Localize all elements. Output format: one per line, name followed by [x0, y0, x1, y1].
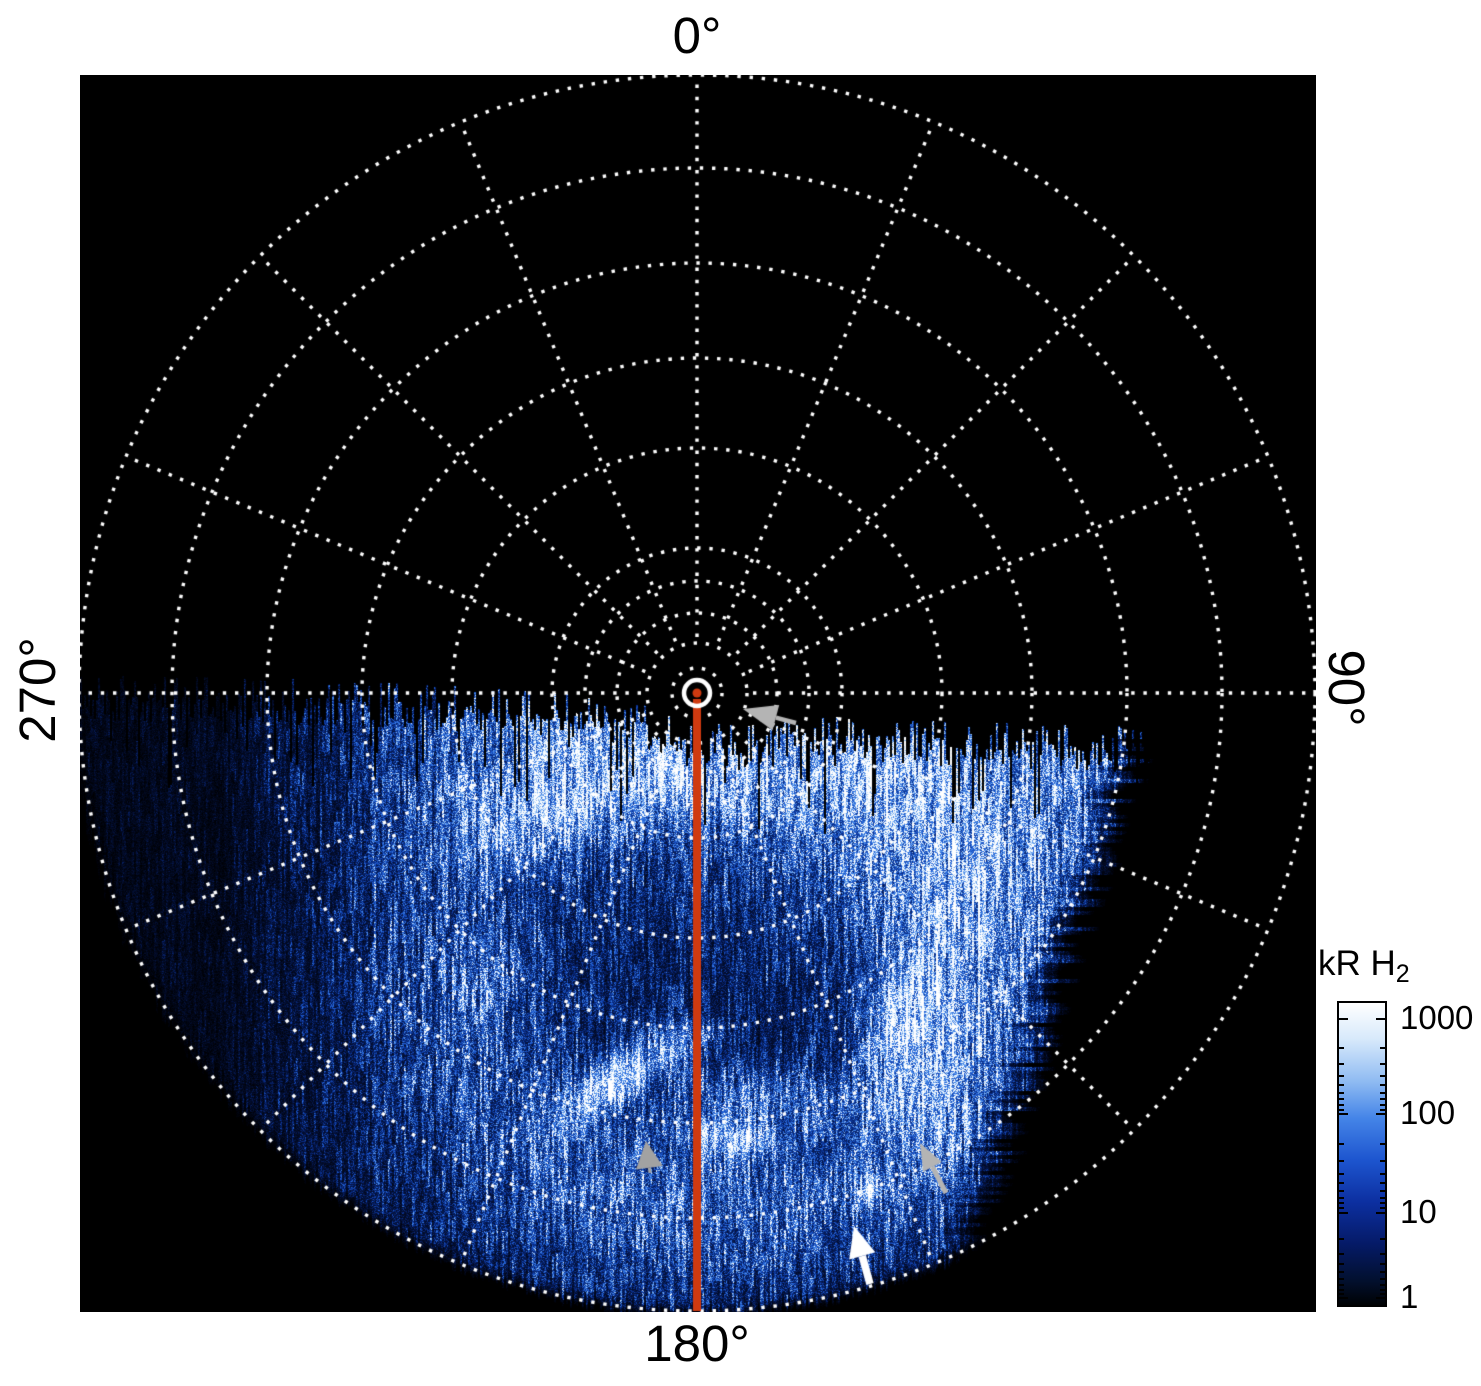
colorbar-tick-mark — [1380, 1278, 1385, 1281]
colorbar-tick-mark — [1339, 1108, 1344, 1111]
colorbar-tick-mark — [1380, 1190, 1385, 1193]
colorbar-tick-mark — [1339, 1160, 1344, 1163]
colorbar-tick-mark — [1339, 1196, 1344, 1199]
colorbar-tick-mark — [1339, 1190, 1344, 1193]
colorbar-tick-mark — [1380, 1283, 1385, 1286]
colorbar-tick-mark — [1380, 1098, 1385, 1101]
colorbar-tick-label: 1000 — [1400, 999, 1474, 1036]
colorbar-tick-mark — [1339, 1084, 1344, 1087]
colorbar-tick-mark — [1376, 1297, 1385, 1299]
colorbar-tick-mark — [1339, 1288, 1344, 1291]
colorbar-tick-mark — [1339, 1207, 1344, 1210]
colorbar-tick-mark — [1380, 1237, 1385, 1240]
colorbar-tick-mark — [1339, 1252, 1344, 1255]
colorbar-tick-mark — [1339, 1075, 1344, 1078]
colorbar-tick-mark — [1339, 1283, 1344, 1286]
angle-label-270: 270° — [9, 637, 66, 743]
colorbar-tick-mark — [1380, 1103, 1385, 1106]
colorbar-tick-mark — [1380, 1172, 1385, 1175]
plot-area — [80, 75, 1316, 1312]
colorbar-tick-mark — [1380, 1196, 1385, 1199]
colorbar-tick-mark — [1339, 1113, 1348, 1115]
colorbar-tick-mark — [1376, 1018, 1385, 1020]
colorbar-tick-mark — [1380, 1207, 1385, 1210]
angle-label-180: 180° — [644, 1315, 750, 1372]
colorbar-tick-mark — [1380, 1046, 1385, 1049]
polar-plot-canvas — [80, 75, 1316, 1312]
colorbar-tick-mark — [1376, 1113, 1385, 1115]
colorbar-tick-mark — [1380, 1252, 1385, 1255]
colorbar-panel: kR H2 1000 100 10 1 — [1316, 940, 1481, 1350]
colorbar-tick-mark — [1339, 1263, 1344, 1266]
colorbar-tick-mark — [1339, 1046, 1344, 1049]
angle-label-0: 0° — [672, 7, 722, 64]
colorbar-tick-mark — [1339, 1271, 1344, 1274]
colorbar-tick-label: 1 — [1400, 1278, 1419, 1315]
colorbar-tick-mark — [1380, 1063, 1385, 1066]
angle-label-90: 90° — [1318, 649, 1375, 727]
colorbar-tick-mark — [1339, 1293, 1344, 1296]
colorbar-tick-mark — [1339, 1278, 1344, 1281]
colorbar-title-subscript: 2 — [1395, 960, 1410, 988]
colorbar-tick-mark — [1339, 1297, 1348, 1299]
colorbar-tick-mark — [1380, 1084, 1385, 1087]
colorbar-tick-mark — [1339, 1237, 1344, 1240]
colorbar-tick-mark — [1339, 1182, 1344, 1185]
colorbar-tick-mark — [1339, 1063, 1344, 1066]
colorbar-tick-mark — [1339, 1091, 1344, 1094]
colorbar-title-main: kR H — [1318, 944, 1396, 983]
colorbar-tick-mark — [1380, 1142, 1385, 1145]
colorbar-tick-mark — [1380, 1182, 1385, 1185]
colorbar-tick-mark — [1376, 1212, 1385, 1214]
colorbar-tick-mark — [1380, 1202, 1385, 1205]
colorbar-tick-label: 100 — [1400, 1094, 1456, 1131]
colorbar-tick-mark — [1339, 1172, 1344, 1175]
colorbar-tick-label: 10 — [1400, 1193, 1437, 1230]
colorbar-tick-mark — [1380, 1108, 1385, 1111]
colorbar-tick-mark — [1380, 1160, 1385, 1163]
colorbar-tick-mark — [1339, 1018, 1348, 1020]
colorbar-title: kR H2 — [1318, 944, 1410, 989]
colorbar-tick-mark — [1380, 1271, 1385, 1274]
colorbar-tick-mark — [1380, 1091, 1385, 1094]
colorbar-tick-mark — [1380, 1293, 1385, 1296]
colorbar-tick-mark — [1339, 1212, 1348, 1214]
colorbar-tick-mark — [1339, 1098, 1344, 1101]
colorbar-tick-mark — [1380, 1288, 1385, 1291]
colorbar-tick-mark — [1339, 1142, 1344, 1145]
colorbar-tick-mark — [1339, 1202, 1344, 1205]
colorbar-tick-mark — [1339, 1103, 1344, 1106]
colorbar-gradient — [1337, 1001, 1387, 1307]
colorbar-tick-mark — [1380, 1263, 1385, 1266]
colorbar-tick-mark — [1380, 1075, 1385, 1078]
